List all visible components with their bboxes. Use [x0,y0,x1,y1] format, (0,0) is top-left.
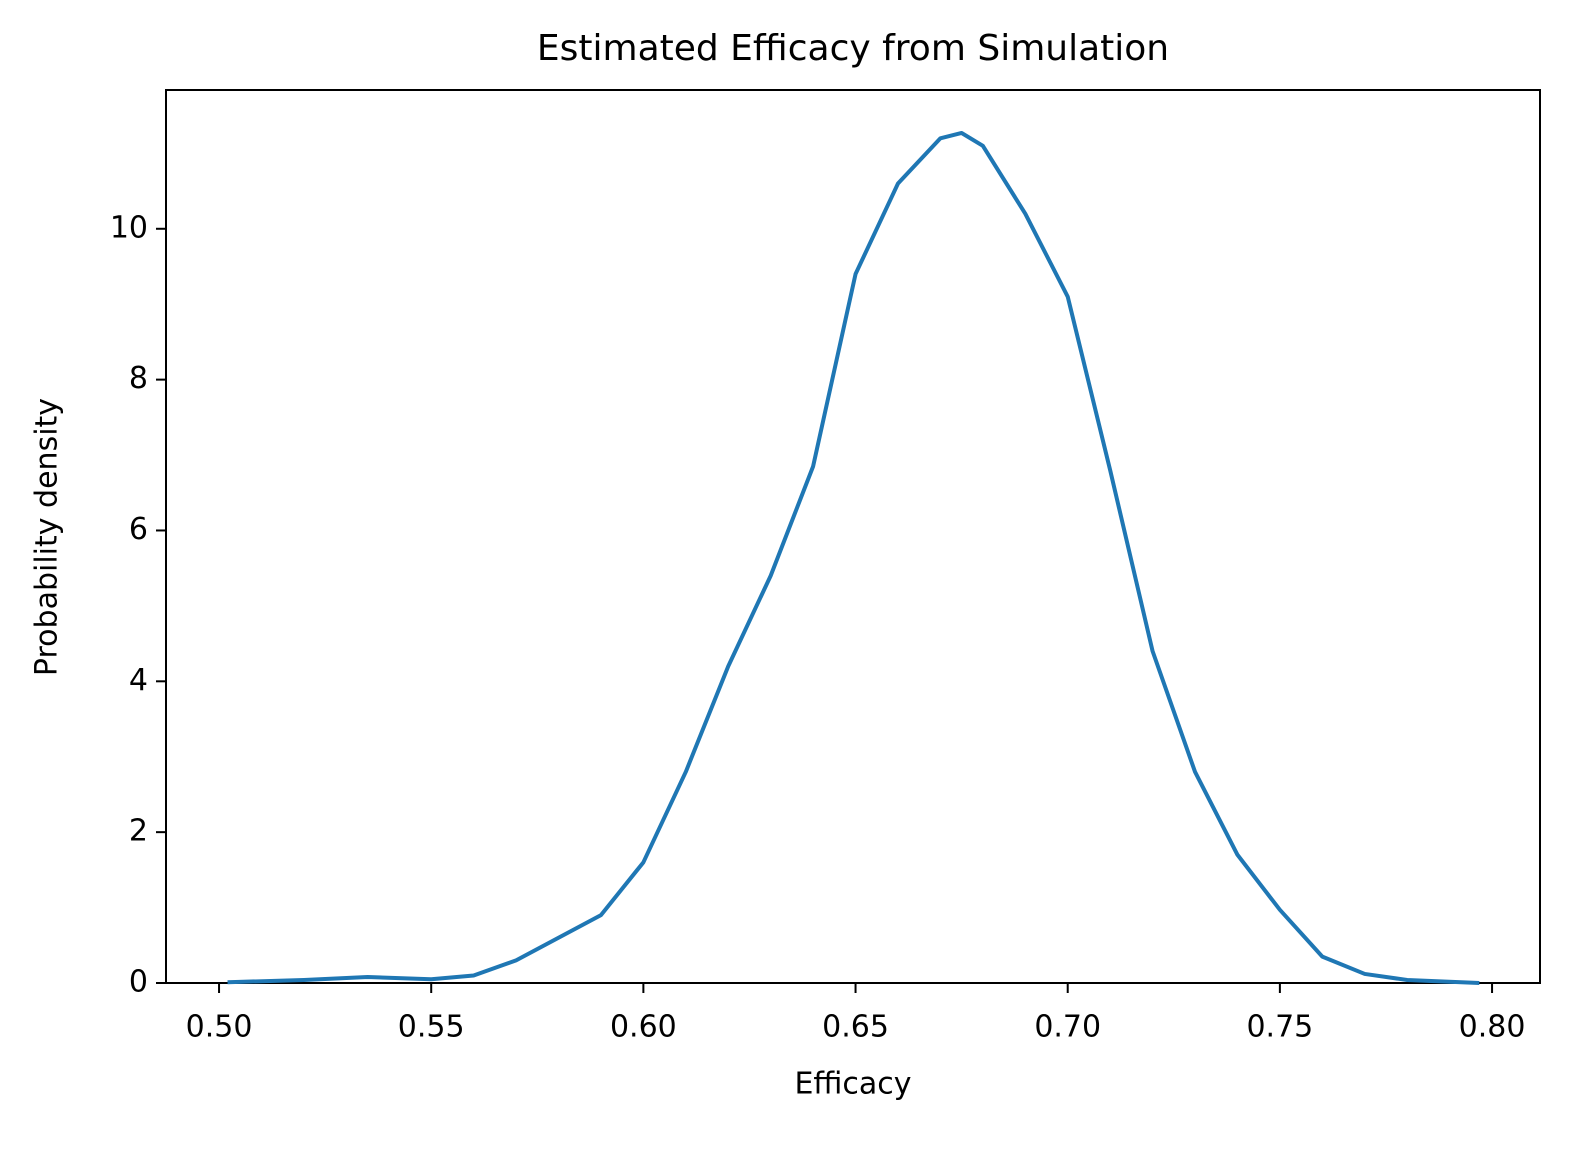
y-tick-label: 2 [129,814,148,849]
y-tick-label: 6 [129,512,148,547]
y-tick-label: 4 [129,663,148,698]
plot-frame [165,89,1541,984]
x-axis-label: Efficacy [794,1067,911,1102]
x-tick-label: 0.75 [1246,1010,1313,1045]
x-tick-label: 0.65 [822,1010,889,1045]
chart-title: Estimated Efficacy from Simulation [537,28,1169,69]
data-line [227,130,1480,985]
x-tick-label: 0.55 [398,1010,465,1045]
x-tick-label: 0.80 [1459,1010,1526,1045]
x-tick-label: 0.60 [610,1010,677,1045]
y-tick-label: 10 [110,210,148,245]
y-axis-label: Probability density [30,398,65,676]
y-tick-label: 0 [129,965,148,1000]
y-tick-label: 8 [129,361,148,396]
x-tick-label: 0.50 [186,1010,253,1045]
x-tick-label: 0.70 [1034,1010,1101,1045]
